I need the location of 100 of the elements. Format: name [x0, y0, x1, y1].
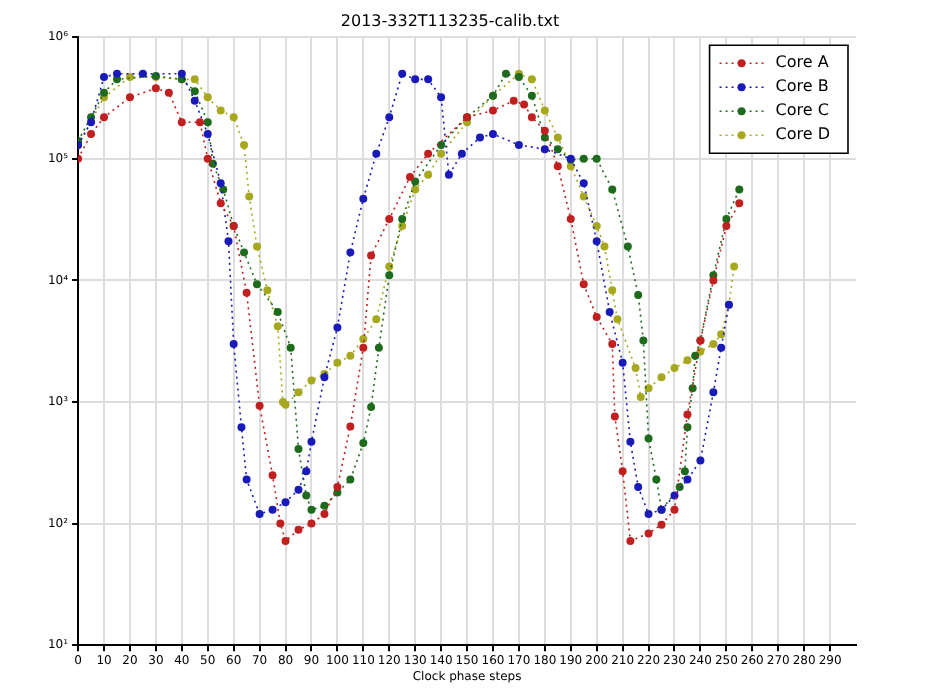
point	[372, 149, 381, 158]
point	[527, 113, 536, 122]
point	[346, 475, 355, 484]
point	[437, 149, 446, 158]
point	[553, 145, 562, 154]
point	[203, 93, 212, 102]
point	[566, 214, 575, 223]
point	[281, 536, 290, 545]
point	[203, 154, 212, 163]
point	[644, 384, 653, 393]
point	[644, 529, 653, 538]
point	[424, 170, 433, 179]
point	[613, 315, 622, 324]
point	[608, 286, 617, 295]
point	[444, 170, 453, 179]
point	[216, 106, 225, 115]
point	[359, 334, 368, 343]
legend-label: Core B	[775, 77, 829, 96]
point	[190, 75, 199, 84]
point	[520, 100, 529, 109]
point	[411, 75, 420, 84]
point	[540, 126, 549, 135]
point	[138, 69, 147, 78]
point	[735, 199, 744, 208]
point	[579, 154, 588, 163]
point	[237, 423, 246, 432]
point	[346, 422, 355, 431]
point	[623, 242, 632, 251]
point	[253, 280, 261, 289]
point	[540, 145, 549, 154]
point	[527, 91, 536, 100]
point	[398, 222, 407, 231]
point	[125, 93, 134, 102]
point	[579, 179, 588, 188]
point	[268, 471, 277, 480]
point	[190, 87, 199, 96]
point	[634, 483, 643, 491]
point	[385, 113, 394, 122]
point	[273, 322, 282, 331]
point	[683, 356, 692, 365]
point	[242, 475, 251, 484]
point	[683, 475, 692, 484]
point	[307, 519, 316, 528]
legend-label: Core A	[775, 53, 830, 72]
legend-label: Core D	[775, 125, 830, 144]
point	[367, 251, 376, 260]
point	[177, 118, 186, 127]
point	[592, 237, 601, 246]
point	[320, 501, 329, 510]
point	[307, 437, 316, 446]
point	[488, 106, 497, 115]
point	[735, 185, 744, 194]
point	[626, 437, 635, 446]
point	[240, 248, 249, 257]
point	[333, 323, 342, 332]
point	[151, 84, 160, 93]
point	[437, 140, 446, 149]
point	[610, 412, 619, 421]
point	[281, 498, 290, 507]
point	[600, 242, 609, 251]
point	[203, 129, 212, 138]
point	[709, 276, 718, 285]
point	[229, 339, 238, 348]
point	[203, 118, 212, 127]
point	[346, 248, 355, 257]
point	[644, 434, 653, 443]
point	[636, 392, 645, 401]
point	[359, 343, 368, 352]
point	[255, 401, 264, 410]
point	[405, 172, 414, 181]
point	[608, 185, 617, 194]
point	[253, 242, 261, 251]
point	[730, 262, 739, 271]
point	[190, 96, 199, 105]
point	[605, 307, 614, 316]
point	[424, 75, 433, 84]
point	[374, 343, 383, 352]
point	[696, 456, 705, 465]
point	[540, 106, 549, 115]
point	[592, 313, 601, 322]
point	[333, 483, 342, 491]
point	[514, 140, 523, 149]
point	[177, 69, 186, 78]
point	[717, 343, 726, 352]
chart-title: 2013-332T113235-calib.txt	[340, 11, 560, 30]
point	[229, 113, 238, 122]
point	[509, 96, 518, 105]
point	[216, 179, 225, 188]
point	[476, 133, 485, 142]
point	[488, 129, 497, 138]
point	[657, 373, 666, 382]
point	[618, 467, 627, 476]
point	[224, 237, 233, 246]
point	[372, 315, 381, 324]
point	[670, 505, 679, 514]
point	[553, 133, 562, 142]
point	[579, 192, 588, 201]
point	[307, 376, 316, 385]
point	[722, 222, 731, 231]
point	[240, 140, 249, 149]
